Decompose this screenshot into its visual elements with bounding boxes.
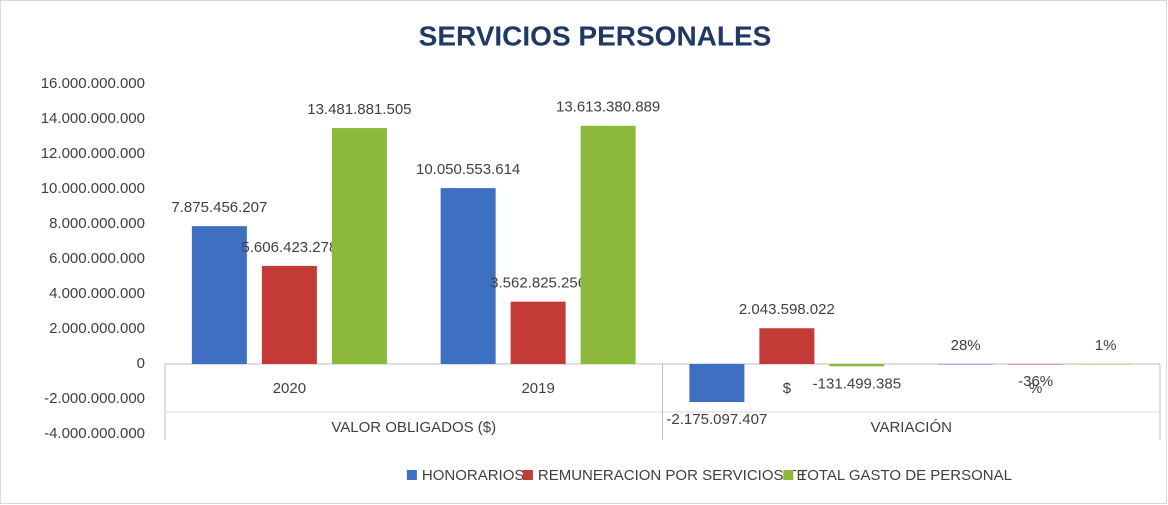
y-tick-label: -2.000.000.000 xyxy=(44,390,145,407)
bar xyxy=(1008,364,1064,365)
y-tick-label: 12.000.000.000 xyxy=(41,145,145,162)
y-tick-label: 2.000.000.000 xyxy=(49,320,145,337)
bar xyxy=(191,226,247,364)
y-tick-label: 14.000.000.000 xyxy=(41,110,145,127)
bar xyxy=(261,265,317,364)
x-tick-label: $ xyxy=(783,380,792,397)
y-tick-label: 4.000.000.000 xyxy=(49,285,145,302)
group-label: VALOR OBLIGADOS ($) xyxy=(331,419,496,436)
data-label: 10.050.553.614 xyxy=(416,161,520,178)
data-label: 7.875.456.207 xyxy=(171,199,267,216)
y-tick-label: -4.000.000.000 xyxy=(44,425,145,442)
legend-swatch xyxy=(406,470,417,480)
legend-swatch xyxy=(522,470,533,480)
data-label: -36% xyxy=(1018,373,1053,390)
bar xyxy=(440,188,496,364)
data-label: -2.175.097.407 xyxy=(666,411,767,428)
bar xyxy=(829,364,885,367)
x-tick-label: % xyxy=(1029,380,1042,397)
y-tick-label: 16.000.000.000 xyxy=(41,75,145,92)
data-label: 3.562.825.256 xyxy=(490,275,586,292)
legend-label: TOTAL GASTO DE PERSONAL xyxy=(798,467,1012,484)
data-label: 13.481.881.505 xyxy=(307,101,411,118)
group-label: VARIACIÓN xyxy=(871,419,952,436)
legend-swatch xyxy=(783,470,794,480)
bar xyxy=(938,364,994,365)
y-tick-label: 0 xyxy=(137,355,145,372)
data-label: 1% xyxy=(1095,337,1117,354)
bar xyxy=(510,301,566,364)
data-label: 5.606.423.278 xyxy=(241,239,337,256)
bar xyxy=(331,128,387,364)
y-tick-label: 8.000.000.000 xyxy=(49,215,145,232)
x-tick-label: 2020 xyxy=(273,380,306,397)
data-label: 13.613.380.889 xyxy=(556,99,660,116)
bar xyxy=(1078,364,1134,365)
x-tick-label: 2019 xyxy=(521,380,554,397)
y-tick-label: 6.000.000.000 xyxy=(49,250,145,267)
chart-title: SERVICIOS PERSONALES xyxy=(419,20,772,51)
data-label: 28% xyxy=(951,337,981,354)
bar xyxy=(580,125,636,364)
legend-label: REMUNERACION POR SERVICIOS TE xyxy=(538,467,807,484)
legend-label: HONORARIOS xyxy=(422,467,525,484)
bar xyxy=(759,328,815,364)
bar xyxy=(689,364,745,403)
data-label: -131.499.385 xyxy=(813,375,901,392)
data-label: 2.043.598.022 xyxy=(739,301,835,318)
y-tick-label: 10.000.000.000 xyxy=(41,180,145,197)
